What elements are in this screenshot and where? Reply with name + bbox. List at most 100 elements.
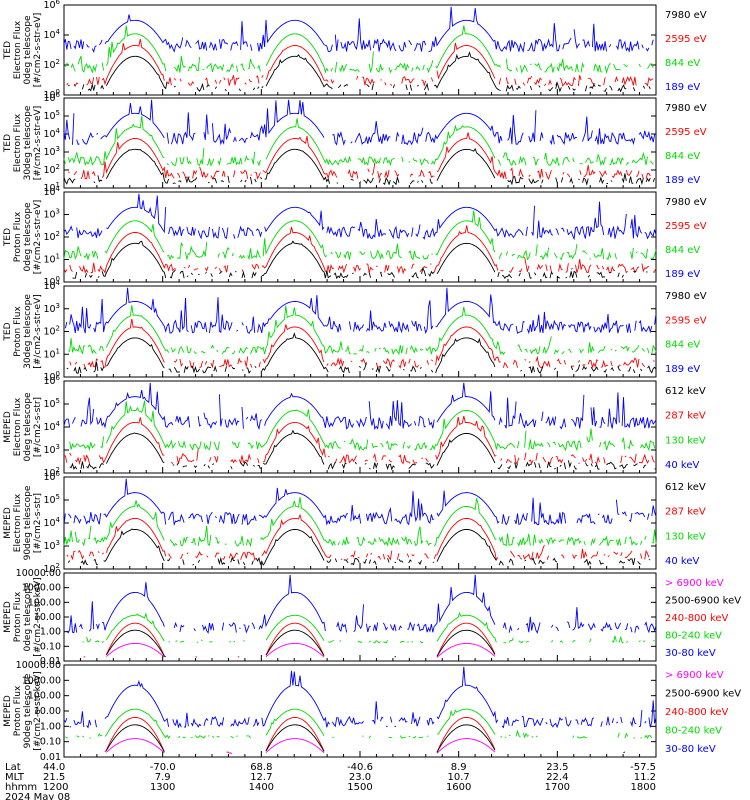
y-axis-label: 30deg telescope — [23, 294, 33, 369]
y-tick-label: 105 — [43, 397, 60, 410]
y-tick-label: 102 — [43, 325, 60, 338]
y-axis-label: [#/cm2-s-str-eV] — [33, 13, 43, 88]
panel-8: 10000.00 1000.00 100.00 10.00 1.00 0.10 0.01 ME… — [3, 660, 741, 763]
legend-entry: 2595 eV — [665, 221, 707, 232]
legend-entry: 189 eV — [665, 364, 700, 375]
footer-lat: -40.6 — [347, 762, 373, 773]
legend-entry: 40 keV — [665, 556, 699, 567]
series-green — [68, 305, 657, 356]
series-green — [82, 611, 655, 644]
footer-hhmm: 1600 — [446, 782, 471, 793]
y-axis-label: [#/cm2-s-str-eV] — [33, 106, 43, 181]
legend-entry: 2595 eV — [665, 127, 707, 138]
footer-row-label: Lat — [5, 762, 21, 773]
footer-mlt: 12.7 — [250, 772, 272, 783]
plot-frame — [63, 380, 657, 474]
y-tick-label: 1.00 — [40, 627, 61, 638]
y-tick-label: 103 — [43, 539, 60, 552]
y-axis-label: [#/cm2-s-str] — [33, 493, 43, 553]
footer-row-label: 2024 May 08 — [5, 792, 70, 800]
legend-entry: 2500-6900 keV — [665, 596, 741, 607]
series-blue — [63, 382, 657, 431]
y-axis-label: 0deg telescope — [23, 582, 33, 652]
y-tick-label: 103 — [43, 443, 60, 456]
footer-lat: 68.8 — [250, 762, 272, 773]
y-tick-label: 106 — [43, 374, 60, 387]
legend-entry: > 6900 keV — [665, 578, 724, 589]
series-black — [68, 529, 656, 565]
legend-entry: 40 keV — [665, 460, 699, 471]
series-green — [63, 497, 657, 548]
footer-lat: 23.5 — [546, 762, 568, 773]
series-red — [66, 38, 654, 87]
legend-entry: 287 keV — [665, 507, 706, 518]
legend-entry: 240-800 keV — [665, 707, 729, 718]
y-tick-label: 100 — [43, 88, 60, 101]
footer-hhmm: 1400 — [249, 782, 274, 793]
footer-mlt: 23.0 — [349, 772, 371, 783]
footer-mlt: 22.4 — [546, 772, 568, 783]
series-green — [65, 708, 653, 740]
y-axis-label: MEPED — [3, 507, 13, 539]
y-tick-label: 104 — [43, 127, 60, 140]
y-tick-label: 104 — [43, 185, 60, 198]
y-tick-label: 101 — [43, 253, 60, 266]
series-green — [63, 115, 654, 167]
y-axis-label: [#/cm2-s-str] — [33, 397, 43, 457]
y-tick-label: 1000.00 — [22, 675, 61, 686]
y-tick-label: 106 — [43, 470, 60, 483]
footer-mlt: 10.7 — [448, 772, 470, 783]
legend-entry: 7980 eV — [665, 10, 707, 21]
plot-frame — [63, 476, 657, 570]
y-tick-label: 100.00 — [28, 597, 61, 608]
y-tick-label: 105 — [43, 493, 60, 506]
y-axis-label: 90deg telescope — [23, 485, 33, 560]
y-tick-label: 103 — [43, 145, 60, 158]
y-tick-label: 10000.00 — [16, 568, 61, 579]
legend-entry: 130 keV — [665, 531, 706, 542]
y-tick-label: 100.00 — [28, 691, 61, 702]
series-red — [63, 415, 655, 466]
y-axis-label: Proton Flux — [13, 211, 23, 262]
legend-entry: 189 eV — [665, 82, 700, 93]
y-tick-label: 102 — [43, 466, 60, 479]
y-tick-label: 0.10 — [40, 641, 61, 652]
y-axis-label: Electron Flux — [13, 397, 23, 456]
y-tick-label: 0.01 — [40, 752, 61, 763]
y-tick-label: 10000.00 — [16, 660, 61, 671]
y-axis-label: MEPED — [3, 411, 13, 443]
y-tick-label: 1000.00 — [22, 583, 61, 594]
series-magenta — [106, 643, 544, 657]
legend-entry: 189 eV — [665, 175, 700, 186]
y-axis-label: 0deg telescope — [23, 15, 33, 85]
legend-entry: 189 eV — [665, 269, 700, 280]
y-tick-label: 105 — [43, 109, 60, 122]
series-black — [66, 332, 657, 375]
series-black — [72, 240, 655, 280]
y-axis-label: [#/cm2-s-str-eV] — [33, 200, 43, 275]
series-red — [63, 225, 657, 275]
panel-7: 10000.00 1000.00 100.00 10.00 1.00 0.10 0.01 ME… — [3, 568, 741, 667]
legend-entry: 612 keV — [665, 386, 706, 397]
y-tick-label: 104 — [43, 420, 60, 433]
footer-hhmm: 1200 — [43, 782, 68, 793]
footer-hhmm: 1800 — [631, 782, 656, 793]
y-tick-label: 0.10 — [40, 737, 61, 748]
footer-hhmm: 1500 — [347, 782, 372, 793]
legend-entry: 7980 eV — [665, 103, 707, 114]
series-blue — [66, 574, 657, 634]
series-blue — [63, 666, 657, 729]
y-axis-label: Electron Flux — [13, 20, 23, 79]
y-axis-label: 30deg telescope — [23, 105, 33, 180]
panel-3: 100 101 102 103 104 TED Proton Flux 0deg telesc… — [3, 185, 707, 288]
panel-5: 102 103 104 105 106 MEPED Electron Flux 0deg te… — [3, 374, 706, 479]
y-tick-label: 102 — [43, 562, 60, 575]
legend-entry: 287 keV — [665, 411, 706, 422]
series-green — [69, 400, 657, 452]
footer-row-label: hhmm — [5, 782, 37, 793]
legend-entry: 844 eV — [665, 151, 700, 162]
legend-entry: 2500-6900 keV — [665, 689, 741, 700]
y-axis-label: Proton Flux — [13, 306, 23, 357]
footer-hhmm: 1700 — [545, 782, 570, 793]
